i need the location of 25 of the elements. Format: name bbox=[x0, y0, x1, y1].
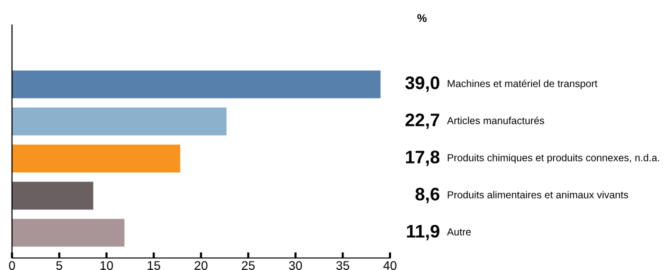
y-tick-label: Autre bbox=[447, 228, 471, 236]
text: % bbox=[417, 14, 427, 22]
data-label: 22,7 bbox=[405, 114, 440, 129]
data-label: 17,8 bbox=[406, 150, 440, 166]
x-tick-label: 20 bbox=[194, 261, 208, 270]
y-tick-label: Articles manufacturés bbox=[447, 116, 544, 124]
x-tick-label: 40 bbox=[383, 261, 396, 270]
x-tick-label: 30 bbox=[289, 261, 302, 270]
x-tick-label: 35 bbox=[336, 261, 350, 270]
bar bbox=[12, 144, 180, 172]
y-tick-label: Produits chimiques et produits connexes, n.d.a. bbox=[448, 154, 660, 164]
bar bbox=[12, 70, 381, 98]
x-tick-label: 5 bbox=[56, 261, 62, 270]
data-label: 11,9 bbox=[406, 224, 440, 240]
data-label: 39,0 bbox=[405, 76, 440, 92]
x-tick-label: 10 bbox=[100, 261, 113, 270]
bar bbox=[12, 218, 124, 247]
x-tick-label: 25 bbox=[242, 261, 255, 270]
y-tick-label: Produits alimentaires et animaux vivants bbox=[448, 190, 628, 198]
y-tick-label: Machines et matériel de transport bbox=[448, 80, 598, 90]
x-tick-label: 15 bbox=[148, 261, 160, 270]
x-tick-label: 0 bbox=[9, 261, 15, 270]
bar bbox=[12, 108, 227, 136]
bar bbox=[12, 182, 94, 210]
data-label: 8,6 bbox=[415, 188, 440, 204]
